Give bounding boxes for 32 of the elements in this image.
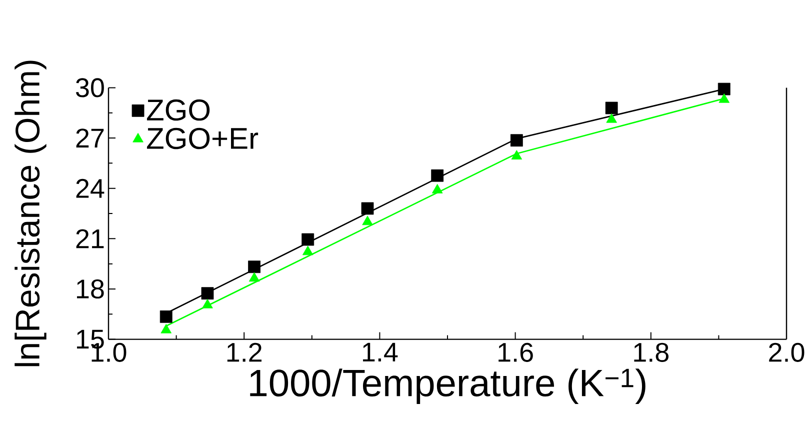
point — [431, 169, 444, 182]
point — [605, 102, 618, 114]
point — [432, 184, 443, 194]
point — [160, 310, 172, 323]
y-tick-label: 21 — [76, 229, 104, 248]
x-tick-label: 1.4 — [363, 342, 398, 362]
point — [160, 324, 172, 334]
x-tick-label: 1.8 — [634, 342, 668, 362]
point — [202, 298, 213, 308]
legend-label: ZGO — [146, 99, 210, 121]
y-axis-title: ln[Resistance (Ohm) — [14, 60, 46, 366]
x-axis-title: 1000/Temperature (K$^{−1}$) — [250, 368, 646, 404]
y-tick-label: 24 — [76, 178, 104, 198]
y-tick-label: 30 — [76, 78, 104, 98]
point — [248, 272, 260, 282]
point — [248, 260, 260, 274]
point — [361, 202, 374, 215]
point — [201, 287, 214, 300]
point — [302, 233, 314, 246]
point — [362, 216, 373, 226]
legend-label: ZGO+Er — [146, 128, 258, 150]
point — [510, 134, 523, 147]
y-tick-label: 18 — [77, 279, 104, 299]
x-tick-label: 1.6 — [498, 342, 533, 362]
y-tick-label: 27 — [76, 128, 104, 148]
point — [606, 113, 617, 123]
x-tick-label: 2.0 — [769, 342, 804, 362]
point — [511, 150, 522, 160]
point — [718, 82, 730, 96]
point — [718, 93, 730, 103]
point — [302, 246, 314, 256]
x-tick-label: 1.2 — [227, 342, 262, 362]
